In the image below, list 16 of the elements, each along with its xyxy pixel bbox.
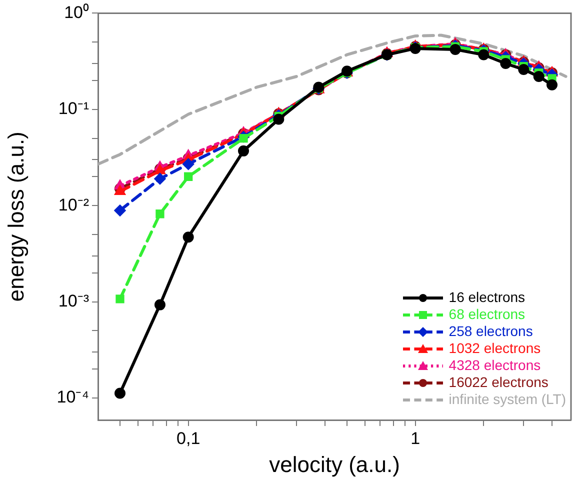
legend-label: 1032 electrons (448, 340, 541, 357)
legend-label: 258 electrons (448, 323, 533, 340)
legend-label: 68 electrons (448, 306, 526, 323)
legend-label: infinite system (LT) (448, 391, 566, 408)
y-tick-label: 10⁻⁴ (56, 388, 89, 407)
y-tick-label: 10⁻³ (58, 291, 90, 310)
x-tick-label: 1 (410, 428, 420, 448)
legend-label: 16022 electrons (448, 374, 548, 391)
x-axis-title: velocity (a.u.) (269, 452, 400, 477)
y-axis-title: energy loss (a.u.) (3, 132, 28, 302)
y-tick-label: 10⁻¹ (58, 99, 90, 118)
legend-label: 16 electrons (448, 289, 526, 306)
y-tick-label: 10⁻² (58, 195, 90, 214)
legend-label: 4328 electrons (448, 357, 541, 374)
y-tick-label: 10⁰ (64, 2, 89, 22)
x-tick-label: 0,1 (176, 428, 200, 448)
